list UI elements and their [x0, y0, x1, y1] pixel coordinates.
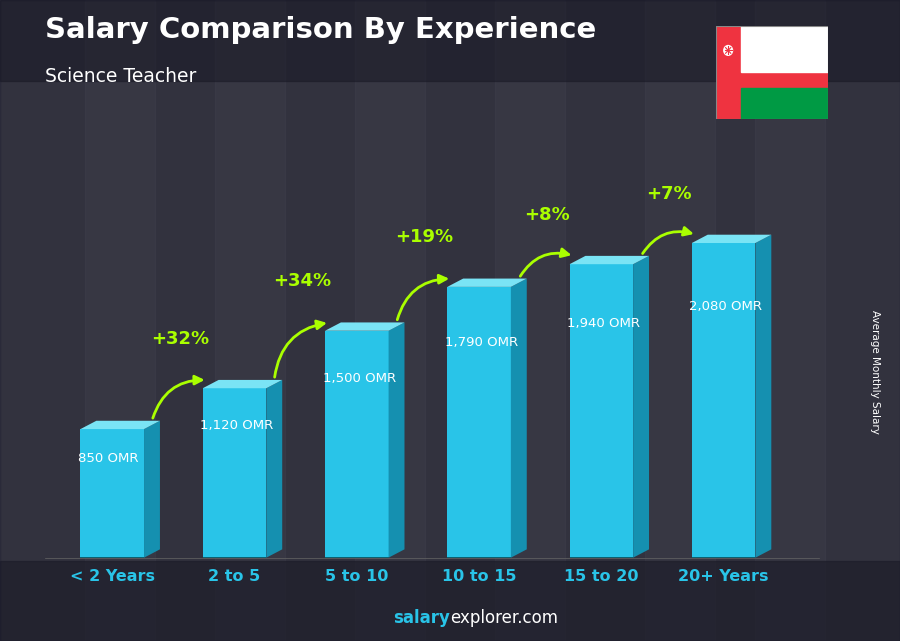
Polygon shape: [325, 557, 389, 558]
Polygon shape: [570, 264, 633, 558]
Text: +32%: +32%: [150, 329, 209, 348]
Polygon shape: [511, 279, 526, 558]
Polygon shape: [447, 279, 526, 287]
Polygon shape: [85, 0, 155, 641]
Text: +19%: +19%: [395, 228, 454, 246]
Text: 1,500 OMR: 1,500 OMR: [322, 372, 396, 385]
Polygon shape: [741, 88, 828, 119]
Polygon shape: [755, 0, 825, 641]
Polygon shape: [741, 26, 828, 72]
Polygon shape: [355, 0, 425, 641]
Polygon shape: [692, 243, 755, 558]
Polygon shape: [0, 561, 900, 641]
Polygon shape: [0, 0, 900, 81]
Polygon shape: [80, 557, 144, 558]
Text: +8%: +8%: [524, 206, 570, 224]
Polygon shape: [266, 380, 283, 558]
Polygon shape: [144, 420, 160, 558]
Text: 2,080 OMR: 2,080 OMR: [689, 299, 762, 313]
Polygon shape: [570, 256, 649, 264]
Polygon shape: [692, 235, 771, 243]
Polygon shape: [447, 287, 511, 558]
Text: 1,120 OMR: 1,120 OMR: [201, 419, 274, 432]
Text: +34%: +34%: [273, 272, 331, 290]
Polygon shape: [692, 557, 755, 558]
Polygon shape: [389, 322, 404, 558]
Text: 1,940 OMR: 1,940 OMR: [567, 317, 640, 330]
Polygon shape: [570, 557, 633, 558]
Polygon shape: [202, 388, 266, 558]
Text: 850 OMR: 850 OMR: [78, 453, 139, 465]
Circle shape: [723, 45, 734, 56]
Polygon shape: [202, 557, 266, 558]
Text: Salary Comparison By Experience: Salary Comparison By Experience: [45, 16, 596, 44]
Polygon shape: [80, 420, 160, 429]
Text: explorer.com: explorer.com: [450, 609, 558, 627]
Text: 1,790 OMR: 1,790 OMR: [445, 336, 518, 349]
Polygon shape: [495, 0, 565, 641]
Polygon shape: [202, 380, 283, 388]
Polygon shape: [645, 0, 715, 641]
Polygon shape: [716, 26, 828, 119]
Polygon shape: [633, 256, 649, 558]
Polygon shape: [325, 331, 389, 558]
Text: salary: salary: [393, 609, 450, 627]
Polygon shape: [80, 429, 144, 558]
Text: Average Monthly Salary: Average Monthly Salary: [869, 310, 880, 434]
Polygon shape: [447, 557, 511, 558]
Polygon shape: [215, 0, 285, 641]
Text: Science Teacher: Science Teacher: [45, 67, 196, 87]
Polygon shape: [755, 235, 771, 558]
Polygon shape: [325, 322, 404, 331]
Text: +7%: +7%: [646, 185, 692, 203]
